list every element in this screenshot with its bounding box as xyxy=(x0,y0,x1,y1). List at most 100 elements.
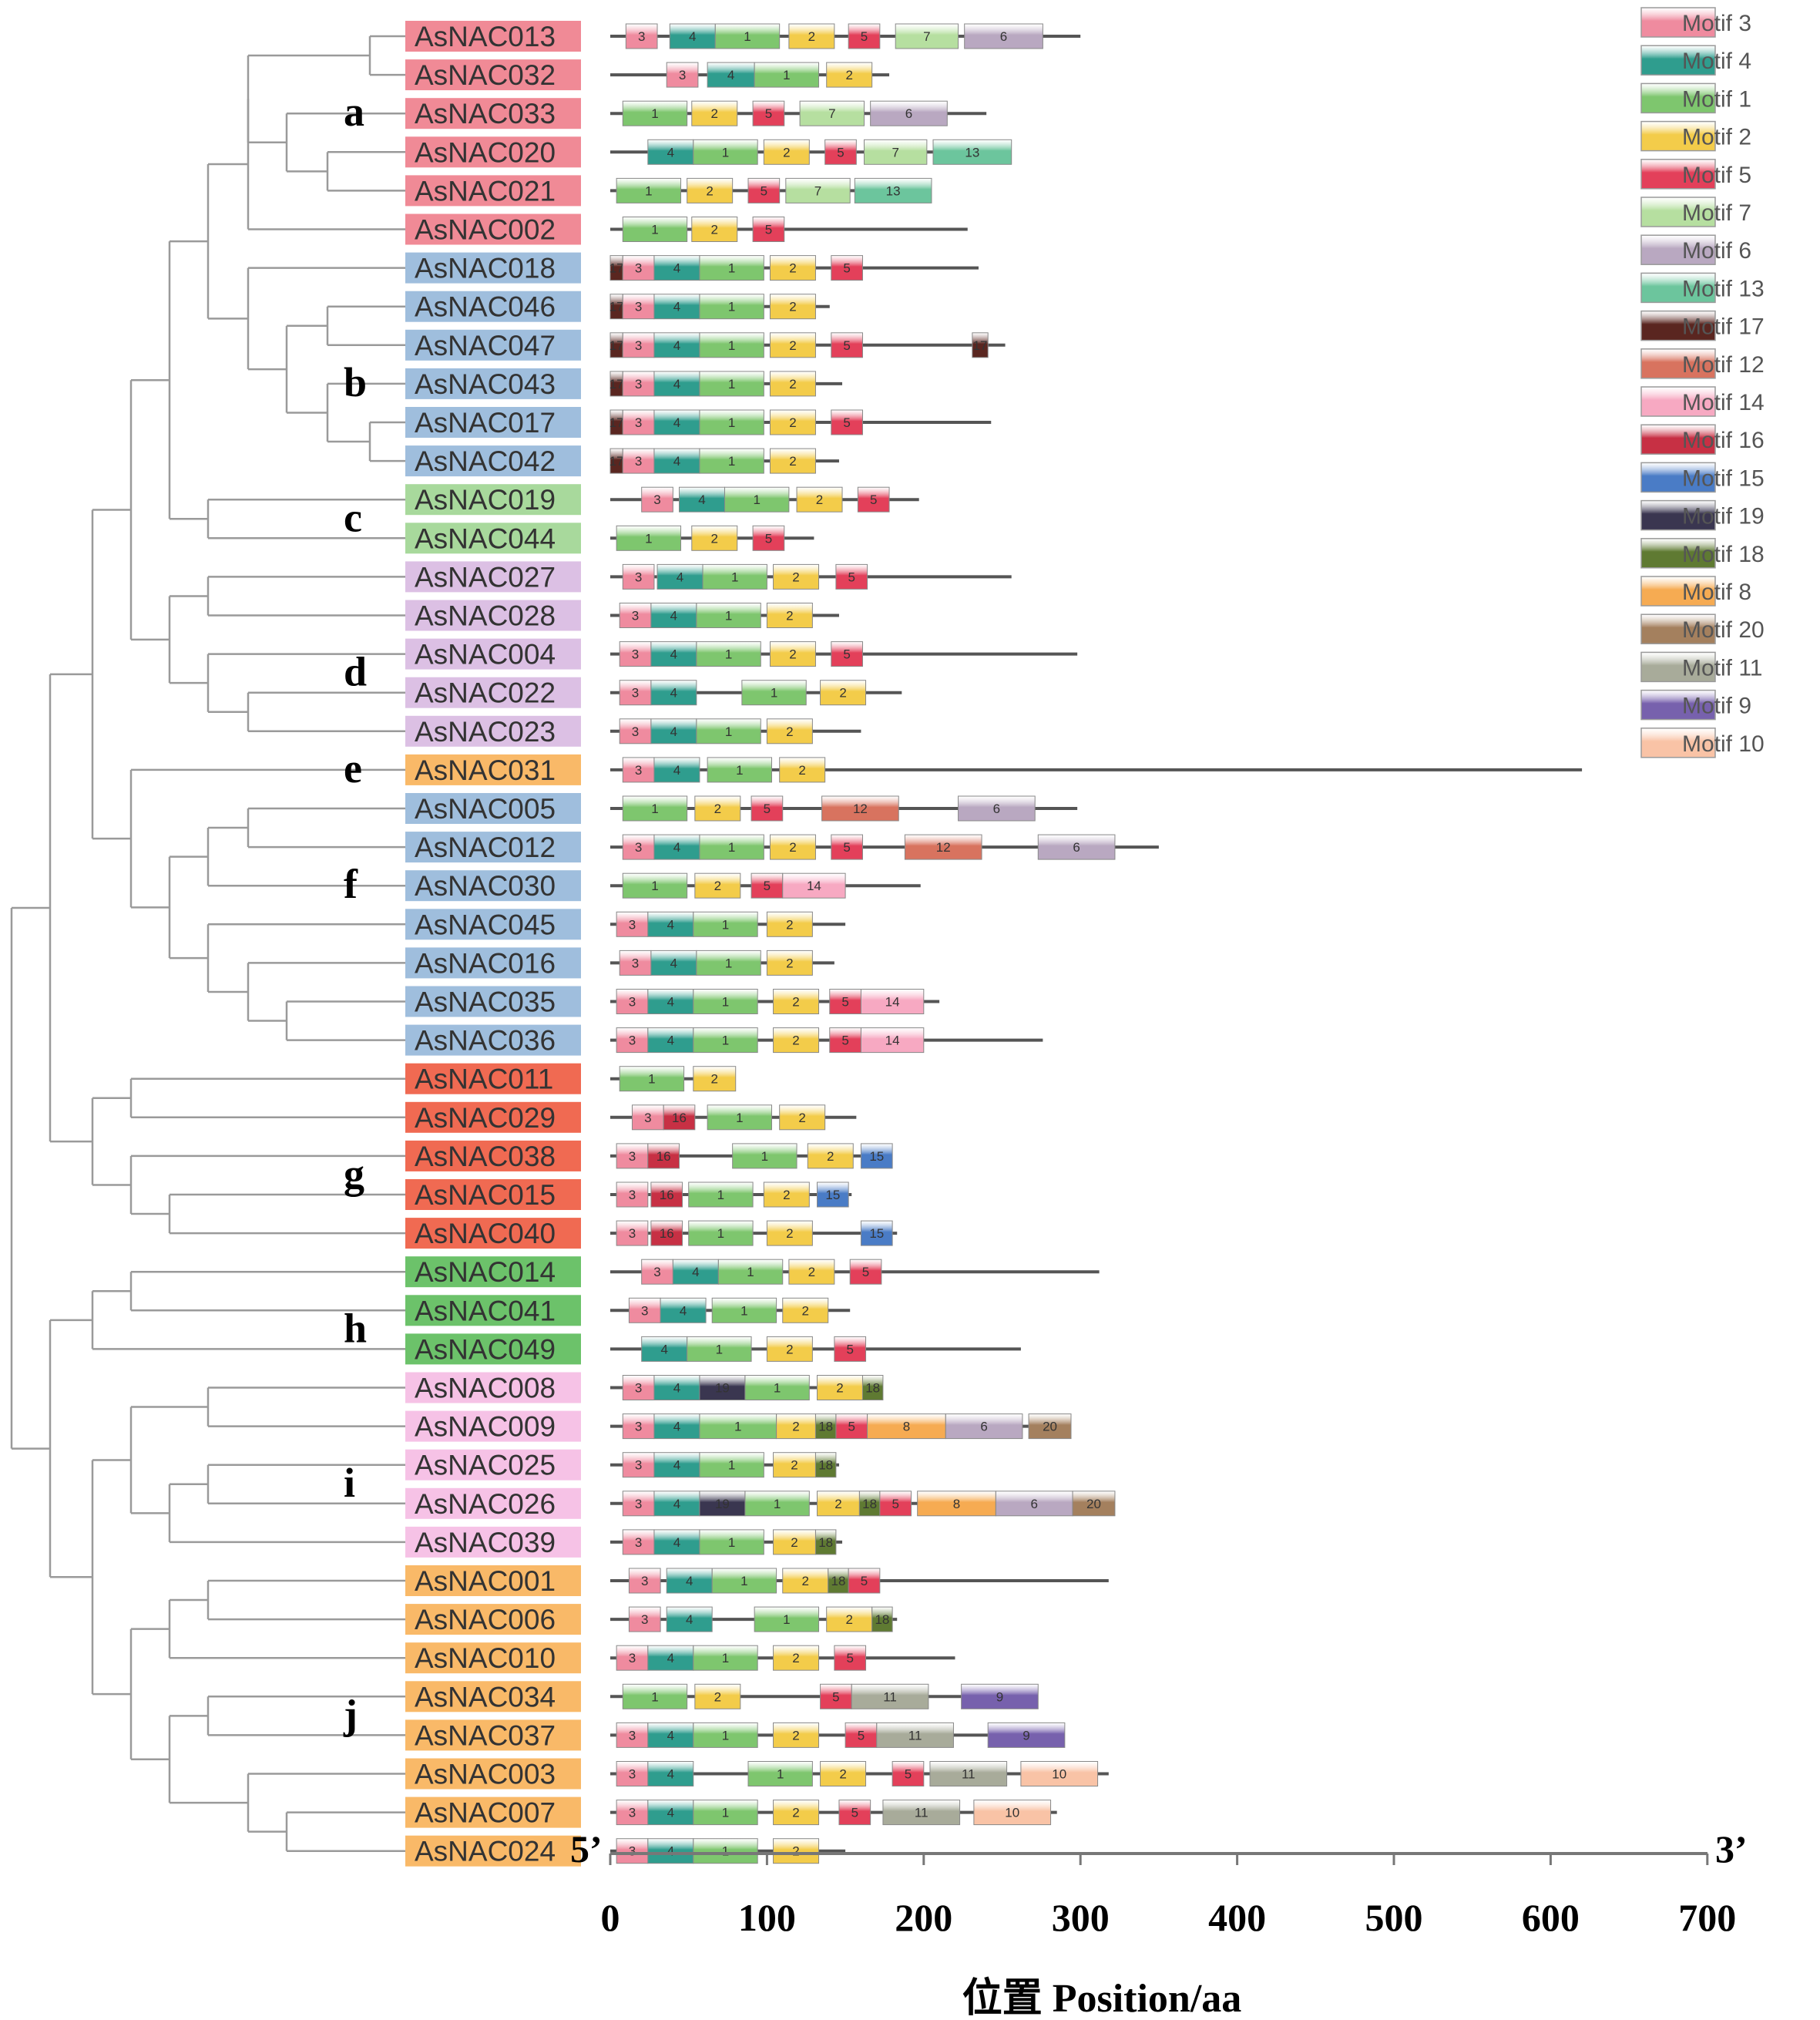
motif-1-box: 1 xyxy=(699,255,764,281)
motif-5-box: 5 xyxy=(831,255,863,281)
legend-item-motif-4: Motif 4 xyxy=(1640,45,1751,76)
motif-number: 4 xyxy=(673,1420,680,1434)
motif-fill xyxy=(650,680,697,706)
motif-number: 10 xyxy=(1005,1806,1019,1820)
motif-1-box: 1 xyxy=(707,1104,773,1131)
motif-number: 1 xyxy=(731,570,738,584)
motif-number: 4 xyxy=(686,1612,693,1627)
motif-5-box: 5 xyxy=(848,23,881,49)
motif-fill xyxy=(1020,1761,1099,1786)
motif-fill xyxy=(773,1645,820,1671)
motif-number: 1 xyxy=(645,183,652,198)
motif-1-box: 1 xyxy=(744,1375,810,1400)
motif-number: 3 xyxy=(635,377,642,392)
motif-number: 3 xyxy=(632,724,639,739)
motif-4-box: 4 xyxy=(653,834,700,860)
motif-number: 6 xyxy=(980,1420,987,1434)
motif-fill xyxy=(773,989,820,1014)
motif-number: 18 xyxy=(831,1574,845,1588)
motif-fill xyxy=(711,1568,777,1594)
motif-1-box: 1 xyxy=(699,448,764,474)
motif-5-box: 5 xyxy=(892,1761,925,1786)
gene-label-bg xyxy=(405,1758,581,1790)
motif-number: 2 xyxy=(711,106,718,121)
motif-number: 1 xyxy=(722,145,729,160)
legend-swatch xyxy=(1640,348,1716,379)
motif-5-box: 5 xyxy=(747,177,781,203)
motif-1-box: 1 xyxy=(619,1066,685,1092)
motif-fill xyxy=(619,1066,685,1092)
legend-swatch xyxy=(1640,613,1716,644)
motif-fill xyxy=(693,989,758,1014)
motif-fill xyxy=(834,1645,867,1671)
gene-row-asnac039: AsNAC039 3 4 1 2 18 xyxy=(405,1526,843,1558)
motif-11-box: 11 xyxy=(851,1683,929,1709)
motif-fill xyxy=(647,139,694,165)
motif-number: 3 xyxy=(644,1111,651,1125)
motif-number: 17 xyxy=(609,454,624,469)
gene-row-asnac042: AsNAC042 17 3 4 1 2 xyxy=(405,445,839,477)
motif-fill xyxy=(904,834,982,860)
motif-number: 2 xyxy=(834,1497,841,1511)
motif-1-box: 1 xyxy=(696,603,761,628)
motif-1-box: 1 xyxy=(699,1413,777,1440)
motif-fill xyxy=(616,1800,649,1826)
motif-number: 6 xyxy=(1000,29,1007,44)
motif-fill xyxy=(647,989,694,1014)
motif-fill xyxy=(854,177,932,203)
legend-label: Motif 4 xyxy=(1682,49,1751,74)
gene-label-bg xyxy=(405,407,581,438)
motif-number: 2 xyxy=(789,415,796,430)
motif-number: 18 xyxy=(818,1458,833,1473)
gene-label: AsNAC028 xyxy=(415,600,556,632)
motif-1-box: 1 xyxy=(693,1027,758,1054)
motif-fill xyxy=(814,1413,837,1440)
legend-swatch xyxy=(1640,234,1716,265)
axis-title: 位置 Position/aa xyxy=(962,1976,1242,2020)
motif-1-box: 1 xyxy=(693,1838,758,1864)
motif-5-box: 5 xyxy=(820,1683,852,1709)
gene-label: AsNAC016 xyxy=(415,947,556,979)
legend-label: Motif 11 xyxy=(1682,655,1763,681)
motif-3-box: 3 xyxy=(619,680,652,706)
motif-fill xyxy=(769,409,816,435)
motif-7-box: 7 xyxy=(895,23,959,49)
motif-number: 1 xyxy=(728,377,735,392)
legend-swatch xyxy=(1640,197,1716,227)
motif-4-box: 4 xyxy=(647,1645,694,1671)
motif-number: 3 xyxy=(635,1420,642,1434)
motif-fill xyxy=(741,680,807,706)
gene-label: AsNAC003 xyxy=(415,1759,556,1790)
motif-number: 5 xyxy=(765,106,772,121)
motif-number: 1 xyxy=(728,415,735,430)
motif-number: 1 xyxy=(747,1265,754,1279)
motif-1-box: 1 xyxy=(693,139,758,165)
motif-number: 12 xyxy=(936,840,951,855)
legend-label: Motif 15 xyxy=(1682,466,1765,491)
motif-2-box: 2 xyxy=(766,911,813,937)
legend-label: Motif 12 xyxy=(1682,352,1765,378)
motif-number: 3 xyxy=(629,1844,636,1859)
motif-5-box: 5 xyxy=(824,139,857,165)
motif-1-box: 1 xyxy=(711,1297,777,1323)
motif-number: 19 xyxy=(715,1381,730,1396)
motif-11-box: 11 xyxy=(876,1722,954,1748)
gene-label: AsNAC019 xyxy=(415,484,556,516)
motif-fill xyxy=(945,1413,1023,1440)
axis-start-label: 5’ xyxy=(570,1827,603,1870)
motif-fill xyxy=(660,1297,707,1323)
motif-fill xyxy=(769,834,816,860)
motif-fill xyxy=(707,1104,773,1131)
motif-fill xyxy=(1072,1491,1116,1517)
motif-number: 18 xyxy=(862,1497,877,1511)
motif-fill xyxy=(773,1800,820,1826)
motif-fill xyxy=(766,1220,813,1246)
axis-tick-label: 200 xyxy=(895,1896,952,1939)
motif-number: 1 xyxy=(774,1497,781,1511)
gene-label: AsNAC046 xyxy=(415,291,556,323)
gene-row-asnac003: AsNAC003 3 4 1 2 5 11 10 xyxy=(405,1758,1109,1790)
gene-label: AsNAC047 xyxy=(415,330,556,361)
motif-5-box: 5 xyxy=(750,872,784,899)
motif-17-box: 17 xyxy=(972,332,989,358)
motif-number: 4 xyxy=(673,1381,680,1396)
